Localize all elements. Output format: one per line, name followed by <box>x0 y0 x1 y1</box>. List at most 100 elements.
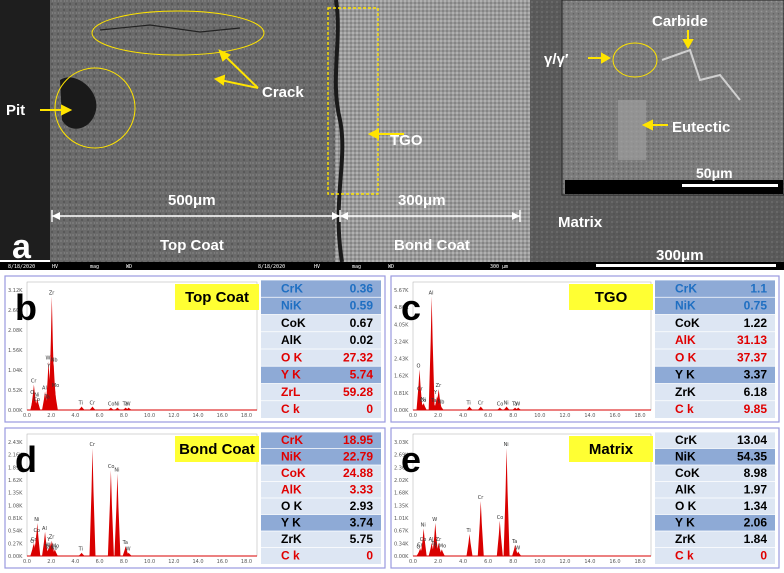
x-tick-label: 18.0 <box>241 413 252 419</box>
peak-label: Cr <box>417 387 423 393</box>
table-value: 24.88 <box>343 466 373 480</box>
y-tick-label: 1.01K <box>394 516 409 522</box>
x-tick-label: 10.0 <box>534 413 545 419</box>
table-value: 27.32 <box>343 350 373 364</box>
table-value: 0.02 <box>350 333 374 347</box>
y-tick-label: 1.56K <box>8 348 23 354</box>
info1-hv: 30.00 kV <box>52 270 76 276</box>
panel-letter: b <box>15 287 37 328</box>
peak-label: Ni <box>421 397 426 403</box>
spectrum-peak <box>114 473 121 556</box>
table-row-highlight <box>655 366 775 384</box>
peak-label: Ni <box>504 442 509 448</box>
spectrum-peak <box>78 552 85 556</box>
y-tick-label: 3.12K <box>8 288 23 294</box>
table-value: 3.33 <box>350 482 374 496</box>
table-row-highlight <box>261 448 381 465</box>
info1-datetime: 8/18/2020 <box>8 264 35 270</box>
x-tick-label: 12.0 <box>168 559 179 565</box>
x-tick-label: 0.0 <box>23 559 31 565</box>
info2-scale: 300 μm <box>490 264 508 270</box>
pit-label: Pit <box>6 102 25 119</box>
peak-label: Ta <box>122 402 128 408</box>
x-tick-label: 10.0 <box>144 413 155 419</box>
info2-wd-label: WD <box>388 264 394 270</box>
spectrum-peak <box>503 448 510 556</box>
y-tick-label: 0.81K <box>394 391 409 397</box>
inset-scale-bar <box>682 184 778 187</box>
x-tick-label: 4.0 <box>459 559 467 565</box>
table-row-highlight <box>655 448 775 465</box>
peak-label: Ta <box>430 398 436 404</box>
peak-label: Ni <box>504 401 509 407</box>
peak-label: Ti <box>465 401 470 407</box>
peak-label: Ni <box>34 392 39 398</box>
x-tick-label: 12.0 <box>559 559 570 565</box>
sem-info-bar-2: 8/18/2020 2:16:09 PM HV 30.00 kV mag 500… <box>258 264 512 276</box>
peak-label: W <box>126 402 131 408</box>
x-tick-label: 2.0 <box>47 413 55 419</box>
pit-circle <box>54 67 136 149</box>
peak-label: Ni <box>421 523 426 529</box>
spectrum-title: Matrix <box>589 441 634 458</box>
y-tick-label: 1.35K <box>8 491 23 497</box>
y-tick-label: 2.43K <box>8 440 23 446</box>
table-element: O K <box>675 350 697 364</box>
spectrum-peak <box>50 551 57 556</box>
spectrum-peak <box>496 407 503 410</box>
x-tick-label: 4.0 <box>459 413 467 419</box>
peak-label: O <box>417 545 421 551</box>
peak-label: W <box>126 547 131 553</box>
y-tick-label: 2.60K <box>8 308 23 314</box>
spectrum-peak <box>496 520 503 556</box>
info1-mag-label: mag <box>90 264 99 270</box>
x-tick-label: 2.0 <box>434 413 442 419</box>
table-value: 0.59 <box>350 299 374 313</box>
x-tick-label: 10.0 <box>534 559 545 565</box>
y-tick-label: 1.04K <box>8 368 23 374</box>
table-element: ZrL <box>281 385 300 399</box>
x-tick-label: 14.0 <box>584 559 595 565</box>
peak-label: Mo <box>52 383 59 389</box>
peak-label: O <box>30 539 34 545</box>
carbide-label: Carbide <box>652 13 708 30</box>
table-value: 0 <box>760 548 767 562</box>
y-tick-label: 1.62K <box>394 374 409 380</box>
table-element: NiK <box>675 299 696 313</box>
spectrum-peak <box>114 407 121 410</box>
spectrum-peak <box>30 396 37 410</box>
x-tick-label: 12.0 <box>168 413 179 419</box>
info2-time: 2:16:09 PM <box>258 270 288 276</box>
peak-label: W <box>46 542 51 548</box>
table-value: 13.04 <box>737 433 767 447</box>
peak-label: Zr <box>49 535 55 541</box>
table-element: CrK <box>281 281 303 295</box>
table-element: ZrK <box>675 532 696 546</box>
info1-wd-label: WD <box>126 264 132 270</box>
y-tick-label: 2.69K <box>394 453 409 459</box>
table-value: 6.18 <box>744 385 768 399</box>
panel-letter: d <box>15 439 37 480</box>
table-value: 8.98 <box>744 466 768 480</box>
spectrum-peak <box>434 550 441 556</box>
table-value: 59.28 <box>343 385 373 399</box>
spectrum-peak <box>78 406 85 410</box>
peak-label: Ni <box>114 468 119 474</box>
x-tick-label: 16.0 <box>609 559 620 565</box>
peak-label: Y <box>46 363 51 369</box>
table-value: 3.74 <box>350 515 374 529</box>
peak-label: Zr <box>436 383 442 389</box>
info2-mag-label: mag <box>352 264 361 270</box>
peak-label: Cr <box>478 401 484 407</box>
table-row-highlight <box>261 366 381 384</box>
table-element: AlK <box>281 482 302 496</box>
x-tick-label: 16.0 <box>609 413 620 419</box>
gamma-label: γ/γ′ <box>544 51 569 68</box>
y-tick-label: 0.34K <box>394 541 409 547</box>
spectrum-peak <box>431 404 438 410</box>
table-value: 0.36 <box>350 281 374 295</box>
info1-wd: 10.0 mm <box>126 270 147 276</box>
y-tick-label: 0.54K <box>8 529 23 535</box>
x-tick-label: 14.0 <box>584 413 595 419</box>
peak-label: Cr <box>89 401 95 407</box>
